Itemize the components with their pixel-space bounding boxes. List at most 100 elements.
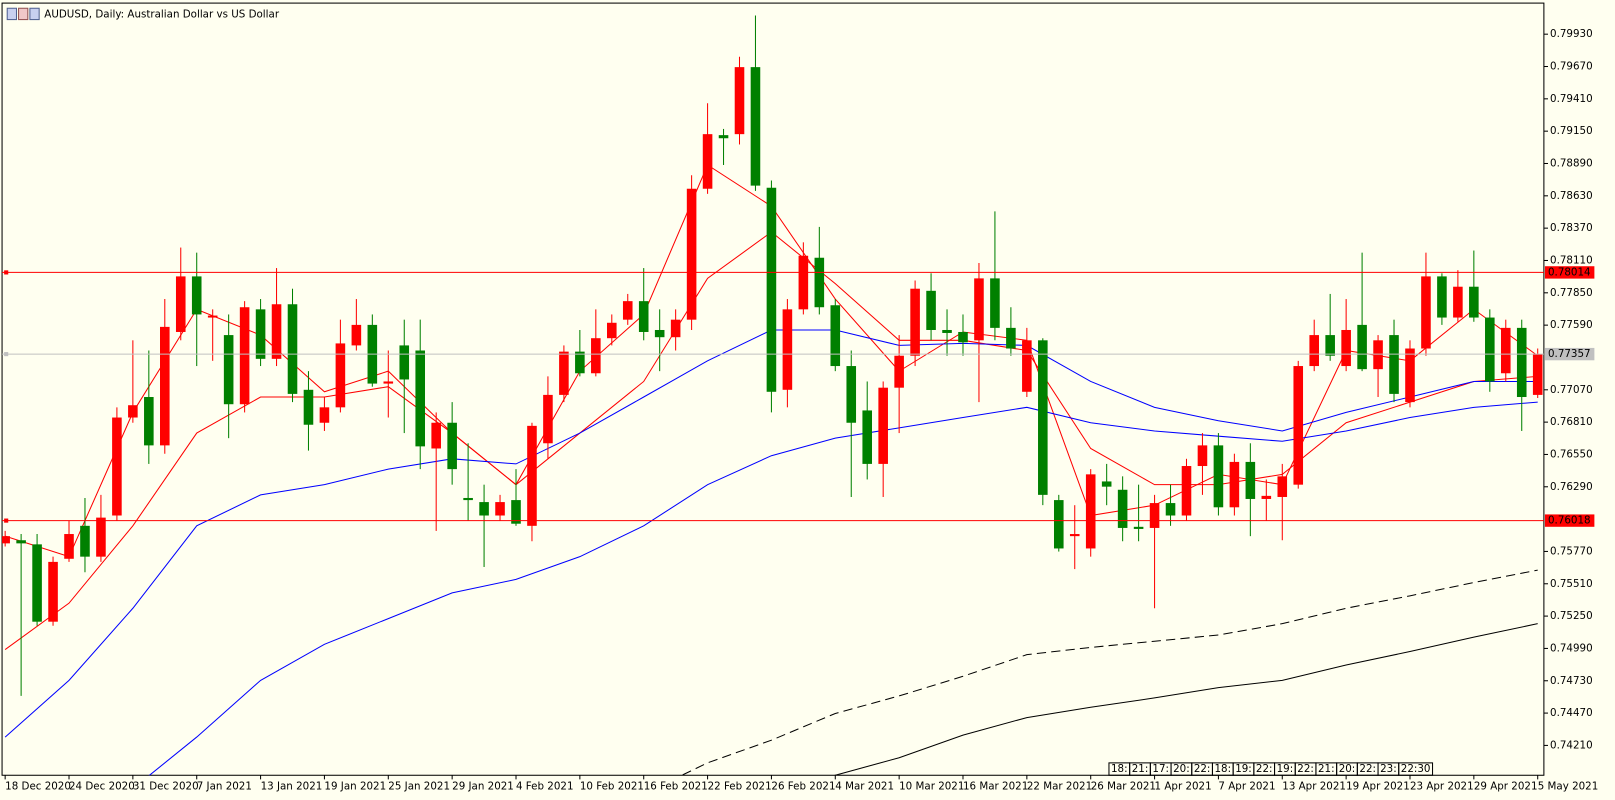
candle-body (1421, 276, 1431, 349)
candle-body (1277, 476, 1288, 497)
x-tick-label: 22 Feb 2021 (708, 781, 772, 793)
time-tag: 22:30 (1401, 763, 1431, 775)
y-tick-label: 0.74730 (1550, 675, 1593, 687)
candle-body (463, 497, 473, 501)
candle-body (1229, 461, 1240, 508)
x-tick-label: 4 Feb 2021 (516, 781, 574, 793)
candle-body (1405, 348, 1415, 403)
candle-body (638, 301, 649, 332)
x-tick-label: 29 Apr 2021 (1474, 781, 1538, 793)
y-tick-label: 0.75250 (1550, 610, 1593, 622)
y-tick-label: 0.78370 (1550, 222, 1593, 234)
candle-body (479, 502, 489, 516)
x-tick-label: 19 Apr 2021 (1346, 781, 1410, 793)
y-tick-label: 0.78110 (1550, 254, 1593, 266)
candle-body (1485, 317, 1495, 382)
x-tick-label: 1 Apr 2021 (1155, 781, 1212, 793)
y-tick-label: 0.77590 (1550, 319, 1593, 331)
x-tick-label: 16 Feb 2021 (644, 781, 708, 793)
candle-body (335, 343, 346, 408)
x-tick-label: 23 Apr 2021 (1410, 781, 1474, 793)
candle-body (303, 389, 314, 425)
time-tag: 23: (1380, 763, 1397, 775)
x-tick-label: 13 Jan 2021 (261, 781, 323, 793)
candle-body (1389, 335, 1399, 394)
candle-body (1053, 500, 1064, 549)
ma-line (680, 569, 1538, 776)
candle-body (223, 335, 234, 405)
x-tick-label: 7 Apr 2021 (1218, 781, 1275, 793)
candle-body (80, 525, 90, 557)
candle-body (239, 307, 250, 405)
candle-body (1133, 526, 1144, 529)
chart-icon (6, 7, 40, 21)
candle-body (734, 67, 745, 135)
time-tag: 22: (1194, 763, 1211, 775)
level-tag (1544, 266, 1595, 279)
candle-body (32, 544, 42, 622)
level-label: 0.78014 (1548, 266, 1591, 278)
x-tick-label: 4 Mar 2021 (835, 781, 894, 793)
candle-body (782, 309, 793, 390)
candle-body (686, 188, 697, 320)
candle-body (1469, 286, 1479, 318)
y-tick-label: 0.77070 (1550, 384, 1593, 396)
candle-body (766, 187, 777, 392)
candle-body (255, 309, 266, 359)
ma-line (833, 623, 1538, 776)
time-tag: 21: (1318, 763, 1335, 775)
candle-body (1516, 327, 1527, 398)
candle-body (175, 276, 186, 332)
y-tick-label: 0.76810 (1550, 416, 1593, 428)
candle-body (431, 422, 441, 449)
x-tick-label: 13 Apr 2021 (1282, 781, 1346, 793)
candle-body (670, 319, 681, 338)
x-tick-label: 18 Dec 2020 (5, 781, 71, 793)
candle-body (846, 366, 857, 423)
level-label: 0.76018 (1548, 515, 1591, 527)
candle-body (990, 278, 1000, 328)
y-tick-label: 0.79670 (1550, 61, 1593, 73)
time-tag-box (1398, 762, 1434, 776)
x-tick-label: 19 Jan 2021 (324, 781, 386, 793)
candle-body (1245, 461, 1256, 499)
candle-body (144, 397, 154, 446)
y-tick-label: 0.76550 (1550, 448, 1593, 460)
candle-body (351, 324, 362, 346)
time-tag: 22: (1256, 763, 1273, 775)
x-tick-label: 7 Jan 2021 (197, 781, 252, 793)
candle-body (622, 301, 633, 320)
candle-body (1165, 503, 1176, 516)
candle-body (1373, 340, 1383, 370)
x-tick-label: 31 Dec 2020 (133, 781, 199, 793)
x-tick-label: 5 May 2021 (1538, 781, 1599, 793)
candle-body (383, 381, 394, 384)
candle-body (1181, 466, 1192, 516)
candle-body (399, 345, 410, 380)
candle-body (862, 410, 873, 464)
candle-body (271, 304, 282, 359)
current-price-label: 0.77357 (1548, 348, 1591, 360)
candle-body (527, 425, 537, 526)
candle-body (112, 417, 122, 516)
candle-body (559, 351, 569, 395)
current-price-marker (4, 352, 9, 357)
x-tick-label: 10 Mar 2021 (899, 781, 964, 793)
candle-body (1022, 340, 1032, 392)
candle-body (830, 305, 841, 367)
y-tick-label: 0.78630 (1550, 190, 1593, 202)
candle-body (1197, 445, 1208, 467)
candle-body (1261, 495, 1272, 499)
candle-body (543, 394, 553, 444)
candle-body (718, 135, 729, 139)
candle-body (1117, 489, 1128, 528)
x-tick-label: 26 Mar 2021 (1091, 781, 1156, 793)
candle-body (878, 387, 888, 464)
candle-body (495, 502, 505, 516)
candle-body (575, 351, 585, 374)
candle-body (48, 561, 58, 622)
time-tag: 22: (1297, 763, 1314, 775)
candle-body (798, 255, 809, 310)
candle-body (1309, 335, 1319, 367)
